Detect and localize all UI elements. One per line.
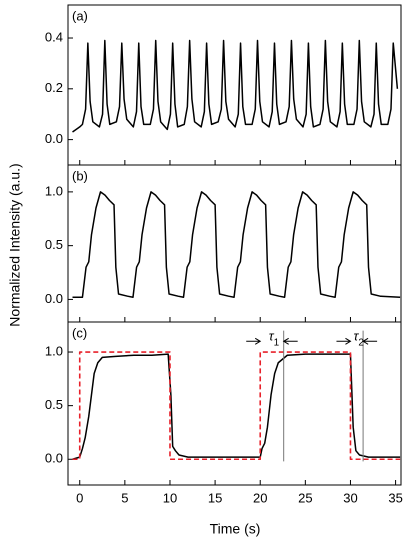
- y-tick-label: 0.2: [45, 80, 63, 95]
- data-line: [72, 39, 399, 133]
- x-axis-label: Time (s): [210, 521, 261, 537]
- panel-label: (a): [72, 8, 88, 23]
- arrow: [336, 337, 352, 345]
- annotation: τ1: [269, 329, 280, 348]
- plot-frame: [67, 321, 402, 486]
- data-line: [72, 351, 401, 461]
- annotation: τ2: [354, 329, 365, 348]
- annotation-subscript: 2: [358, 337, 364, 348]
- panel-label: (b): [72, 168, 88, 183]
- x-tick-label: 10: [163, 490, 177, 505]
- annotation-symbol: τ: [269, 329, 275, 344]
- data-line: [72, 191, 401, 299]
- y-tick-label: 1.0: [45, 183, 63, 198]
- arrow: [362, 337, 378, 345]
- annotation-subscript: 1: [274, 337, 280, 348]
- y-tick-label: 0.0: [45, 291, 63, 306]
- arrow: [246, 337, 262, 345]
- y-tick-label: 0.0: [45, 451, 63, 466]
- y-tick-label: 0.0: [45, 131, 63, 146]
- x-tick-label: 30: [343, 490, 357, 505]
- x-tick-label: 15: [208, 490, 222, 505]
- x-tick-label: 0: [76, 490, 83, 505]
- plot-frame: [67, 4, 402, 166]
- data-line: [72, 353, 401, 460]
- y-axis-label: Normalized Intensity (a.u.): [7, 163, 23, 326]
- x-tick-label: 35: [388, 490, 402, 505]
- plot-frame: [67, 164, 402, 323]
- y-tick-label: 1.0: [45, 343, 63, 358]
- annotation-symbol: τ: [354, 329, 360, 344]
- y-tick-label: 0.4: [45, 29, 63, 44]
- x-tick-label: 20: [253, 490, 267, 505]
- y-tick-label: 0.5: [45, 237, 63, 252]
- y-tick-label: 0.5: [45, 397, 63, 412]
- arrow: [282, 337, 298, 345]
- panel-label: (c): [72, 325, 87, 340]
- x-tick-label: 5: [121, 490, 128, 505]
- x-tick-label: 25: [298, 490, 312, 505]
